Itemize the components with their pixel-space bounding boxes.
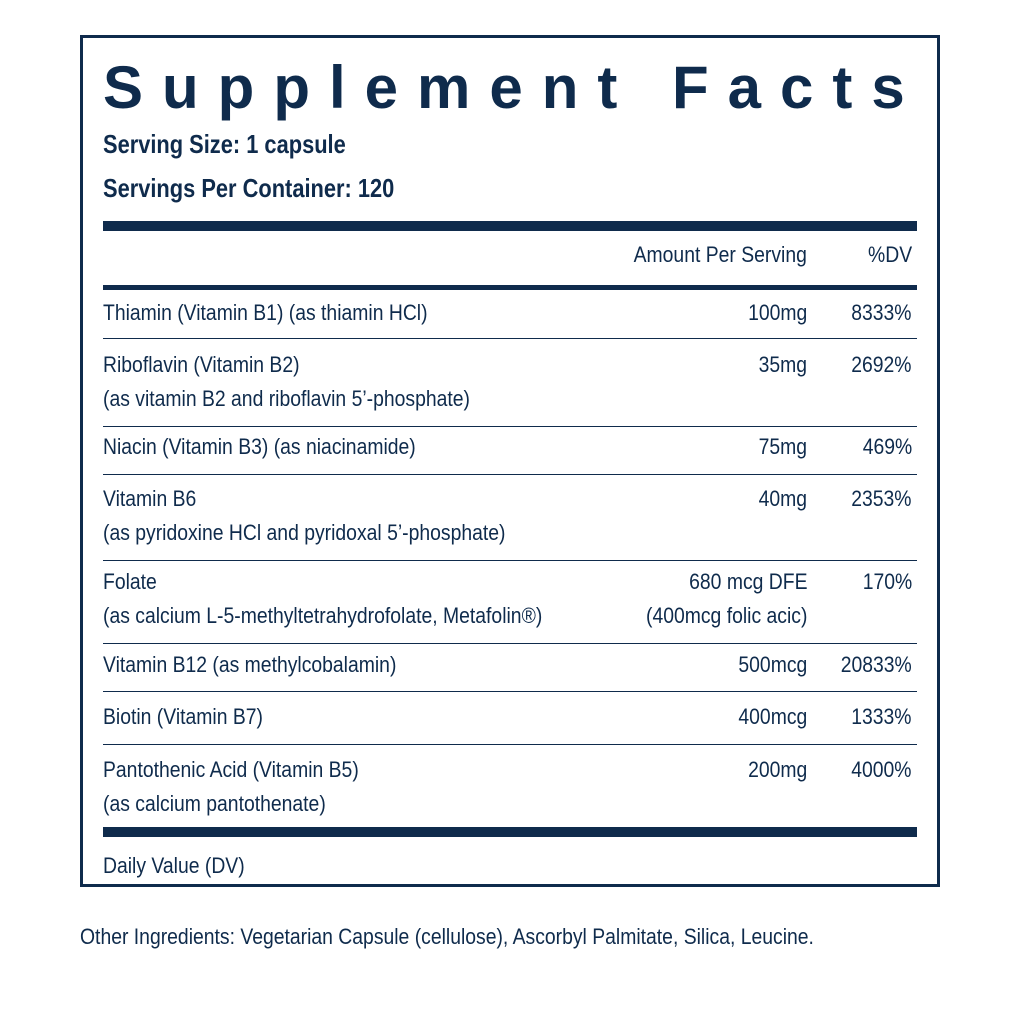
nutrient-name: Pantothenic Acid (Vitamin B5) (103, 757, 359, 782)
nutrient-name: Niacin (Vitamin B3) (as niacinamide) (103, 434, 416, 459)
nutrient-amount: 400mcg (738, 704, 807, 729)
thick-divider-top (103, 221, 917, 231)
nutrient-source: (as calcium L-5-methyltetrahydrofolate, … (103, 603, 543, 628)
row-divider (103, 691, 917, 692)
other-ingredients: Other Ingredients: Vegetarian Capsule (c… (80, 924, 814, 949)
nutrient-dv: 20833% (840, 652, 912, 677)
nutrient-amount: 100mg (747, 300, 807, 325)
nutrient-dv: 2692% (851, 352, 912, 377)
nutrient-name: Vitamin B6 (103, 486, 197, 511)
nutrient-dv: 4000% (851, 757, 912, 782)
row-divider (103, 744, 917, 745)
panel-title: Supplement Facts (103, 54, 924, 121)
nutrient-amount: 40mg (758, 486, 807, 511)
nutrient-amount: 75mg (758, 434, 807, 459)
row-divider (103, 426, 917, 427)
nutrient-amount: 35mg (758, 352, 807, 377)
row-divider (103, 338, 917, 339)
row-divider (103, 560, 917, 561)
nutrient-dv: 170% (862, 569, 912, 594)
nutrient-dv: 8333% (851, 300, 912, 325)
nutrient-dv: 469% (862, 434, 912, 459)
servings-per-container: Servings Per Container: 120 (103, 173, 395, 203)
serving-size: Serving Size: 1 capsule (103, 129, 346, 159)
nutrient-source: (as vitamin B2 and riboflavin 5’-phospha… (103, 386, 470, 411)
nutrient-source: (as calcium pantothenate) (103, 791, 326, 816)
nutrient-amount-note: (400mcg folic acic) (645, 603, 807, 628)
nutrient-name: Folate (103, 569, 157, 594)
nutrient-name: Riboflavin (Vitamin B2) (103, 352, 300, 377)
nutrient-amount: 680 mcg DFE (688, 569, 807, 594)
nutrient-dv: 1333% (851, 704, 912, 729)
nutrient-amount: 500mcg (738, 652, 807, 677)
header-dv: %DV (867, 242, 912, 267)
header-amount: Amount Per Serving (633, 242, 807, 267)
supplement-facts-panel: Supplement Facts Serving Size: 1 capsule… (80, 35, 940, 887)
row-divider (103, 474, 917, 475)
nutrient-name: Vitamin B12 (as methylcobalamin) (103, 652, 397, 677)
nutrient-dv: 2353% (851, 486, 912, 511)
header-divider (103, 285, 917, 290)
thick-divider-bottom (103, 827, 917, 837)
nutrient-source: (as pyridoxine HCl and pyridoxal 5’-phos… (103, 520, 506, 545)
daily-value-footnote: Daily Value (DV) (103, 853, 245, 878)
nutrient-name: Biotin (Vitamin B7) (103, 704, 263, 729)
row-divider (103, 643, 917, 644)
nutrient-name: Thiamin (Vitamin B1) (as thiamin HCl) (103, 300, 428, 325)
nutrient-amount: 200mg (747, 757, 807, 782)
